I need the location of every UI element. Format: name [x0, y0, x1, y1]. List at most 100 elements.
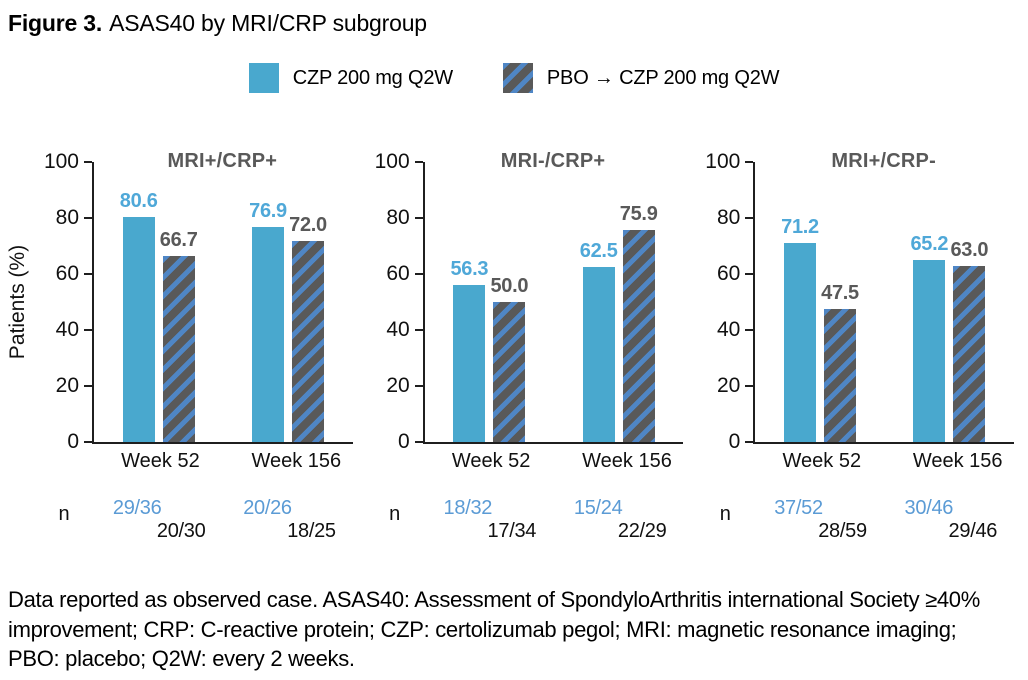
bar-value-label: 76.9 [249, 200, 287, 223]
figure-number: Figure 3. [8, 10, 103, 36]
n-value-pbo: 28/59 [818, 520, 867, 543]
plot-area: 80.6 66.7 76.9 72.0 [92, 162, 353, 445]
y-tick-label: 0 [67, 430, 79, 454]
y-tick: 40 [56, 318, 92, 342]
y-tick-label: 80 [386, 206, 410, 230]
y-tick: 20 [56, 374, 92, 398]
y-tick-label: 60 [55, 262, 79, 286]
n-cell: 15/24 22/29 [574, 497, 667, 545]
bar-group: 80.6 66.7 [120, 162, 198, 443]
y-tick-label: 20 [55, 374, 79, 398]
x-label-row: Week 52 Week 156 [753, 450, 1014, 473]
y-tick: 0 [729, 430, 754, 454]
n-value-pbo: 22/29 [617, 520, 667, 543]
n-value-czp: 29/36 [112, 497, 162, 520]
y-tick: 0 [67, 430, 92, 454]
y-tick-mark [745, 385, 754, 388]
bar-value-label: 50.0 [490, 275, 529, 298]
y-tick: 100 [375, 150, 423, 174]
chart-legend: CZP 200 mg Q2W PBO → CZP 200 mg Q2W [0, 62, 1028, 94]
bar-value-label: 63.0 [950, 239, 989, 262]
x-label-row: Week 52 Week 156 [423, 450, 684, 473]
y-tick: 80 [386, 206, 423, 230]
y-tick-mark [745, 273, 754, 276]
y-tick-label: 100 [43, 150, 79, 174]
bar-value-label: 71.2 [781, 216, 819, 239]
n-groups: 37/52 28/59 30/46 29/46 [753, 497, 1014, 545]
bar-group: 62.5 75.9 [580, 162, 658, 443]
y-tick-label: 80 [55, 206, 79, 230]
y-tick: 40 [386, 318, 423, 342]
y-tick-mark [84, 217, 92, 220]
plot: MRI-/CRP+ 0 20 40 60 80 100 56.3 50.0 62.5 75.9 [367, 150, 684, 453]
x-tick-label: Week 52 [451, 450, 531, 473]
bar-value-label: 72.0 [289, 213, 327, 236]
x-tick-label: Week 156 [582, 450, 672, 473]
figure-title-text: ASAS40 by MRI/CRP subgroup [109, 10, 427, 36]
y-tick-mark [414, 329, 423, 332]
y-tick: 80 [717, 206, 754, 230]
n-cell: 18/32 17/34 [444, 497, 537, 545]
x-tick-label: Week 156 [251, 450, 342, 473]
y-tick-mark [414, 385, 423, 388]
y-axis: 0 20 40 60 80 100 [697, 150, 754, 453]
y-tick-mark [84, 441, 92, 444]
y-tick-label: 40 [386, 318, 410, 342]
chart-panel: MRI+/CRP- 0 20 40 60 80 100 71.2 47.5 65.2 63.0 Wee… [697, 138, 1028, 545]
panel-title: MRI+/CRP+ [167, 150, 278, 173]
legend-swatch-pbo [502, 63, 533, 94]
bar-group: 71.2 47.5 [781, 162, 859, 443]
y-tick-mark [414, 441, 423, 444]
plot: MRI+/CRP+ 0 20 40 60 80 100 80.6 66.7 76.9 72.0 [36, 150, 353, 453]
y-tick-mark [745, 217, 754, 220]
y-tick: 80 [56, 206, 92, 230]
panel-title: MRI+/CRP- [831, 150, 936, 173]
charts-row: Patients (%) MRI+/CRP+ 0 20 40 60 80 100 80.6 66… [0, 138, 1028, 545]
y-tick-label: 20 [716, 374, 741, 398]
bar-value-label: 56.3 [450, 257, 489, 280]
y-tick-label: 100 [705, 150, 741, 174]
legend-swatch-czp [248, 63, 279, 94]
y-tick: 60 [386, 262, 423, 286]
y-tick-label: 60 [716, 262, 741, 286]
x-axis-labels: Week 52 Week 156 [367, 450, 684, 473]
x-tick-label: Week 156 [912, 450, 1003, 473]
plot: MRI+/CRP- 0 20 40 60 80 100 71.2 47.5 65.2 63.0 [697, 150, 1015, 453]
y-tick-mark [745, 441, 754, 444]
y-tick: 0 [398, 430, 423, 454]
bar-value-label: 47.5 [821, 282, 859, 305]
bar-pbo: 75.9 [620, 203, 658, 443]
bar-group: 65.2 63.0 [910, 162, 988, 443]
bar-pbo: 72.0 [289, 214, 327, 443]
y-tick-label: 0 [728, 430, 741, 454]
n-cell: 20/26 18/25 [243, 497, 336, 545]
y-tick-label: 60 [386, 262, 410, 286]
bar-czp: 56.3 [450, 258, 488, 443]
y-tick-mark [84, 273, 92, 276]
x-label-row: Week 52 Week 156 [92, 450, 353, 473]
x-axis-labels: Week 52 Week 156 [36, 450, 353, 473]
bar-czp: 80.6 [120, 190, 158, 443]
x-tick-label: Week 52 [782, 450, 862, 473]
bar-czp: 62.5 [580, 240, 618, 443]
plot-area: 56.3 50.0 62.5 75.9 [422, 162, 684, 445]
n-cell: 29/36 20/30 [113, 497, 206, 545]
bar-czp: 76.9 [249, 200, 287, 443]
y-tick-label: 100 [374, 150, 410, 174]
n-groups: 29/36 20/30 20/26 18/25 [92, 497, 353, 545]
chart-panels: MRI+/CRP+ 0 20 40 60 80 100 80.6 66.7 76.9 72.0 Wee… [36, 138, 1028, 545]
y-tick-label: 40 [716, 318, 741, 342]
bar-pbo: 63.0 [950, 239, 988, 443]
y-tick-mark [414, 273, 423, 276]
n-value-czp: 37/52 [774, 497, 823, 520]
figure-footnote: Data reported as observed case. ASAS40: … [8, 587, 980, 671]
n-row: n 29/36 20/30 20/26 18/25 [36, 497, 353, 545]
legend-label-czp: CZP 200 mg Q2W [292, 66, 453, 89]
bar-pbo: 50.0 [490, 275, 528, 443]
y-tick-mark [84, 385, 92, 388]
y-tick: 40 [716, 318, 754, 342]
x-axis-labels: Week 52 Week 156 [697, 450, 1014, 473]
y-axis: 0 20 40 60 80 100 [36, 150, 92, 453]
bar-czp: 65.2 [910, 233, 948, 443]
y-axis-title: Patients (%) [6, 245, 29, 360]
